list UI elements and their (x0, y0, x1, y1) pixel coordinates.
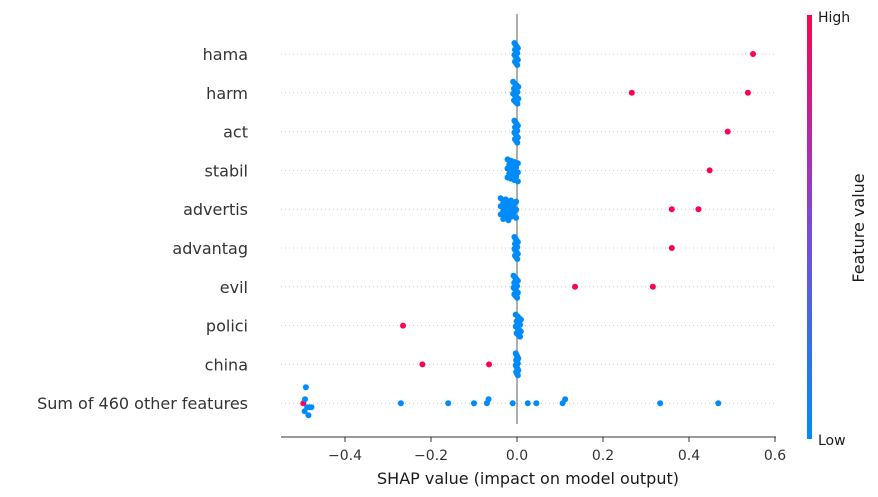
data-point (533, 400, 540, 407)
feature-label: act (223, 123, 248, 142)
colorbar (807, 15, 812, 439)
feature-rows: hama harm act stabil advertis advantag evil pol… (37, 45, 776, 413)
data-point (657, 400, 664, 407)
data-point (397, 400, 404, 407)
data-point (514, 178, 521, 185)
data-point (514, 256, 521, 262)
data-point (562, 396, 569, 403)
x-axis-ticks: −0.4 −0.2 0.0 0.2 0.4 0.6 (328, 437, 786, 464)
data-point (400, 322, 407, 329)
x-tick-label: −0.4 (328, 448, 362, 464)
x-tick-label: −0.2 (414, 448, 448, 464)
feature-label: hama (203, 45, 248, 64)
data-point (302, 396, 309, 403)
feature-label: Sum of 460 other features (37, 394, 248, 413)
x-tick-label: 0.4 (678, 448, 700, 464)
data-point (514, 294, 521, 301)
data-point (706, 167, 713, 174)
data-point (744, 89, 751, 96)
data-point (514, 372, 521, 379)
data-point (572, 283, 579, 290)
data-point (514, 100, 521, 107)
data-point (497, 211, 504, 218)
data-point (750, 51, 757, 57)
x-axis-title: SHAP value (impact on model output) (377, 469, 679, 488)
data-point (305, 412, 312, 419)
feature-label: polici (206, 317, 248, 336)
feature-label: china (205, 355, 248, 374)
data-point (486, 361, 493, 368)
data-point (500, 216, 507, 223)
feature-label: advertis (183, 200, 248, 219)
feature-label: stabil (205, 161, 248, 180)
x-tick-label: 0.2 (592, 448, 614, 464)
data-point (308, 404, 315, 411)
data-point (517, 333, 524, 340)
x-tick-label: 0.6 (764, 448, 786, 464)
data-point (509, 400, 516, 407)
colorbar-low-label: Low (818, 433, 846, 449)
feature-label: harm (206, 84, 248, 103)
colorbar-title: Feature value (849, 173, 868, 282)
data-point (471, 400, 477, 407)
feature-label: evil (220, 278, 248, 297)
data-point (485, 396, 492, 403)
data-point (668, 245, 675, 251)
feature-label: advantag (172, 239, 248, 258)
data-point (497, 195, 504, 202)
data-point (695, 206, 702, 213)
data-point (419, 361, 426, 368)
data-point (301, 408, 308, 415)
data-point (514, 62, 521, 68)
data-points (300, 40, 757, 419)
x-tick-label: 0.0 (506, 448, 528, 464)
data-point (514, 139, 521, 146)
data-point (628, 89, 635, 96)
data-point (715, 400, 722, 407)
data-point (649, 283, 656, 290)
data-point (668, 206, 675, 213)
data-point (302, 384, 309, 391)
data-point (505, 217, 512, 224)
data-point (524, 400, 531, 407)
data-point (497, 203, 504, 210)
data-point (724, 128, 731, 135)
colorbar-high-label: High (818, 10, 850, 26)
data-point (513, 214, 520, 221)
data-point (445, 400, 452, 407)
